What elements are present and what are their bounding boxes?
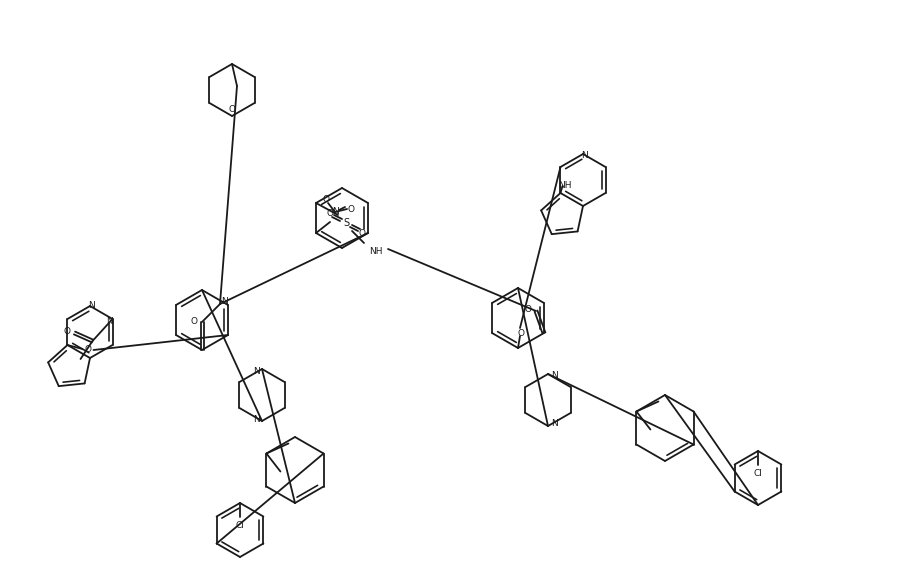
Text: N: N [106,317,113,325]
Text: O: O [518,329,525,339]
Text: N: N [332,208,338,216]
Text: N: N [551,419,557,429]
Text: O: O [323,194,329,204]
Text: O: O [190,317,197,325]
Text: N: N [581,152,588,160]
Text: Cl: Cl [236,520,245,530]
Text: Cl: Cl [753,469,762,478]
Text: O: O [85,346,92,354]
Text: O: O [525,305,532,313]
Text: O: O [347,204,354,213]
Text: S: S [343,218,349,228]
Text: N: N [221,297,227,305]
Text: O: O [229,104,236,114]
Text: O: O [359,228,365,238]
Text: O: O [327,208,334,218]
Text: NH: NH [370,246,383,256]
Text: N: N [253,366,259,376]
Text: N: N [88,301,94,309]
Text: N: N [551,372,557,380]
Text: NH: NH [558,181,571,189]
Text: N: N [253,414,259,424]
Text: O: O [63,328,70,336]
